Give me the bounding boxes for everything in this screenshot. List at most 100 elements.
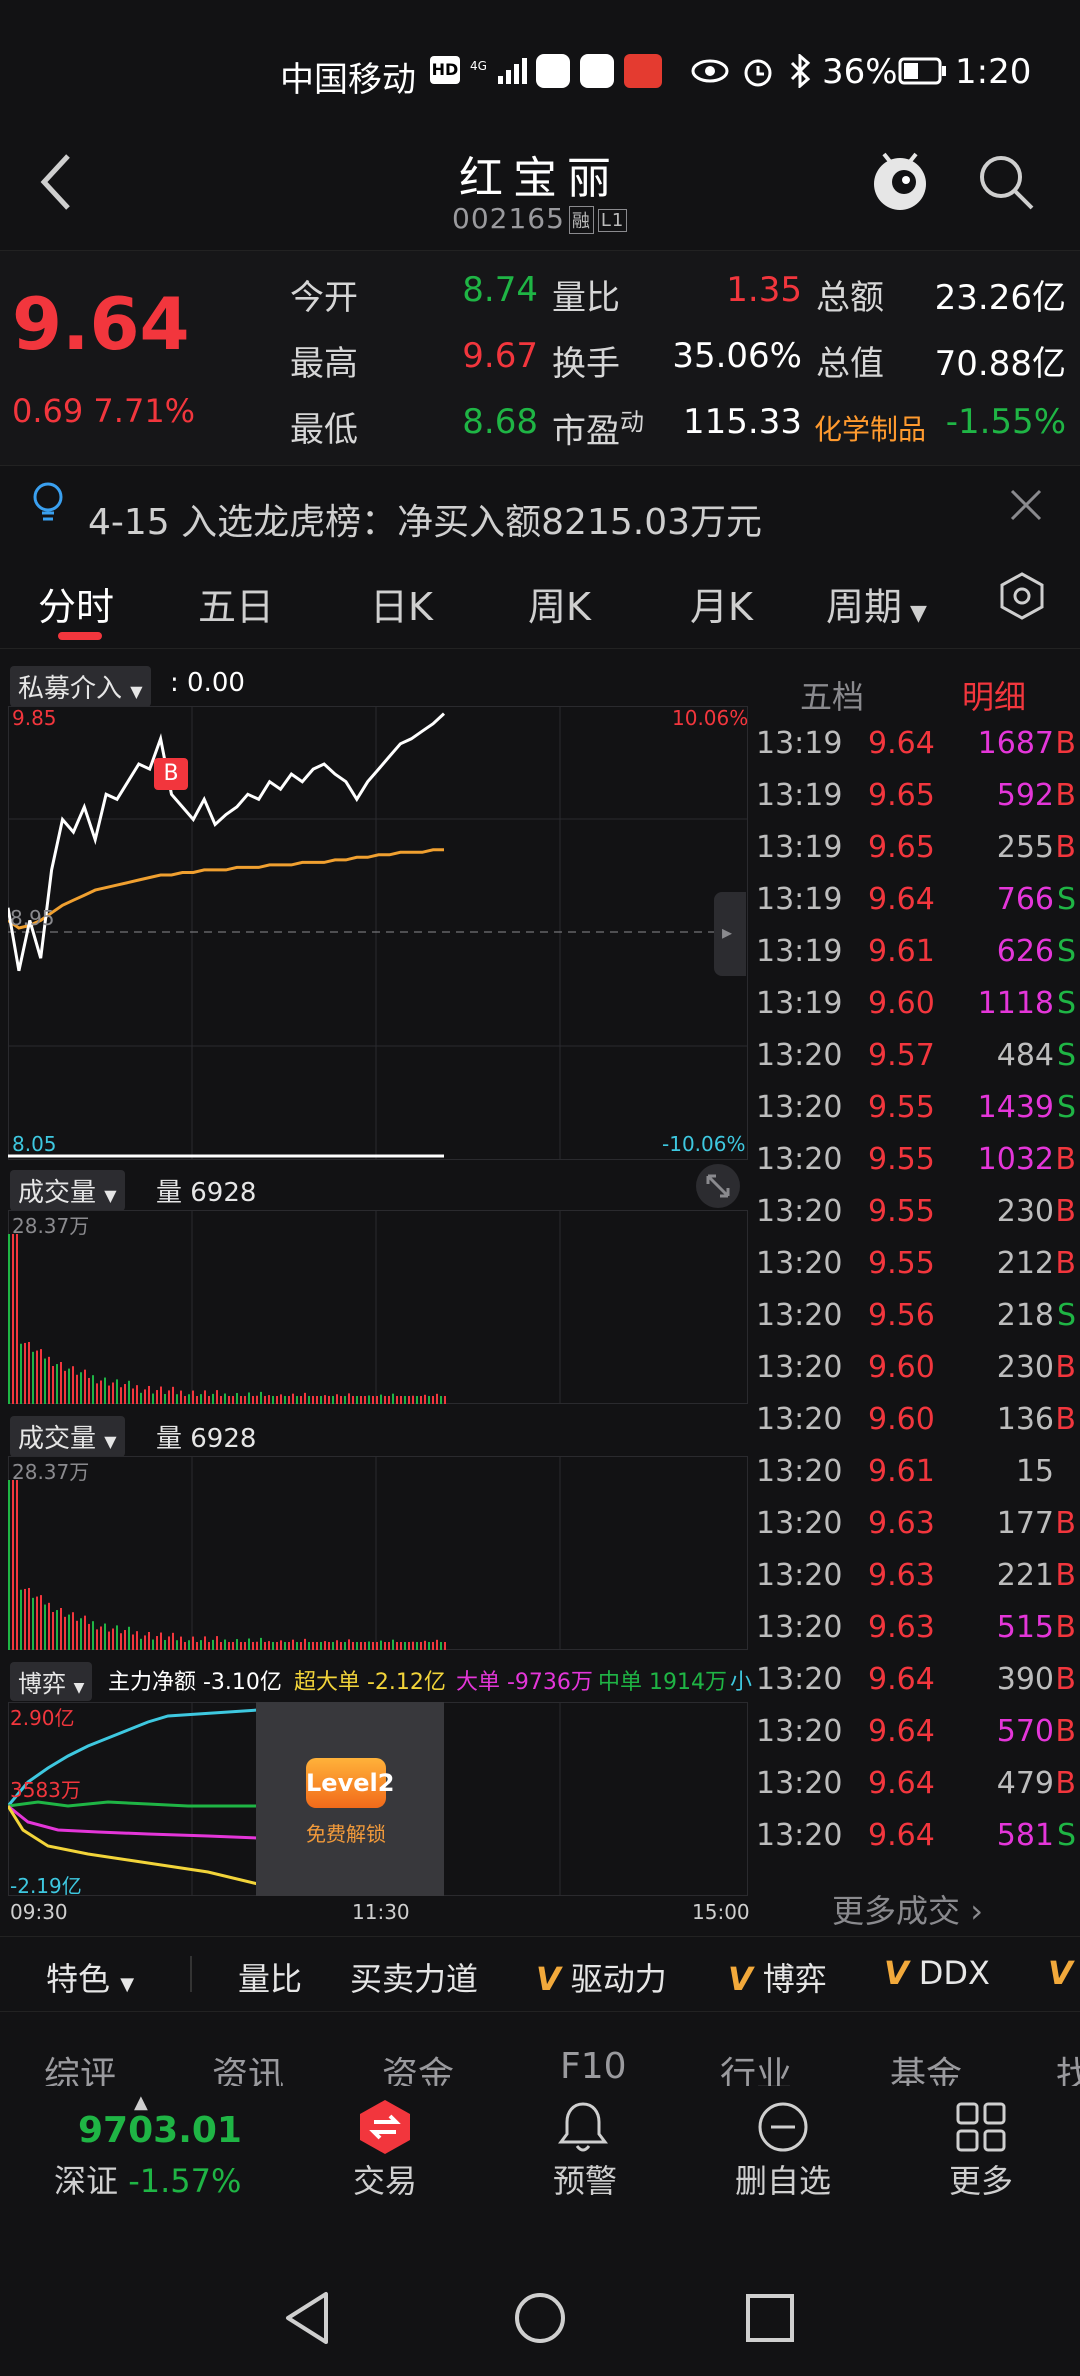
volume-bar [100, 1380, 102, 1404]
game-select[interactable]: 博弈 ▼ [10, 1662, 93, 1701]
volume-bar [204, 1636, 206, 1650]
trade-volume: 515 [996, 1610, 1054, 1645]
indicator-ddx[interactable]: V DDX [884, 1954, 990, 1992]
indicator-vol-ratio[interactable]: 量比 [238, 1960, 303, 1998]
nav-alert[interactable]: 预警 [552, 2162, 617, 2200]
battery-icon [898, 57, 946, 85]
volume-bar [284, 1642, 286, 1650]
sector-link[interactable]: 化学制品 [814, 413, 927, 446]
trade-volume-cell: 230B [876, 1350, 1076, 1385]
trade-price: 9.64 [868, 1766, 935, 1801]
volume-bar [124, 1630, 126, 1650]
tab-weekly-k[interactable]: 周K [528, 585, 591, 629]
remove-circle-icon[interactable] [756, 2100, 810, 2154]
indicator-drive[interactable]: V 驱动力 [536, 1954, 667, 2000]
tab-detail[interactable]: 明细 [962, 678, 1027, 716]
tab-period[interactable]: 周期 ▼ [826, 576, 927, 631]
volume-bar [232, 1642, 234, 1650]
bell-icon[interactable] [558, 2100, 608, 2154]
volume-dropdown-1[interactable]: 成交量 ▼ [10, 1170, 125, 1211]
back-triangle-icon[interactable] [282, 2290, 332, 2346]
nav-more[interactable]: 更多 [948, 2162, 1013, 2200]
volume-select-1[interactable]: 成交量 ▼ [10, 1170, 125, 1211]
special-dropdown[interactable]: 特色 ▼ [46, 1954, 134, 2000]
grid-more-icon[interactable] [954, 2100, 1008, 2154]
tab-five-day[interactable]: 五日 [198, 585, 275, 629]
trade-volume-cell: 390B [876, 1662, 1076, 1697]
open-label: 今开 [290, 278, 358, 318]
close-icon[interactable] [1008, 487, 1044, 523]
volume-bar [352, 1396, 354, 1404]
volume-bar [48, 1602, 50, 1650]
home-circle-icon[interactable] [512, 2290, 568, 2346]
volume-bar [140, 1392, 142, 1404]
price-chart[interactable] [8, 706, 748, 1160]
volume-bar [364, 1642, 366, 1650]
volume-bar [248, 1638, 250, 1650]
nav-trade[interactable]: 交易 [352, 2162, 417, 2200]
volume-bar [68, 1614, 70, 1650]
indicator-more[interactable]: V [1048, 1954, 1080, 1992]
unlock-text[interactable]: 免费解锁 [306, 1822, 386, 1846]
volume-bar [436, 1639, 438, 1650]
trade-side: B [1055, 1142, 1076, 1177]
volume-chart-2[interactable] [8, 1456, 748, 1650]
amount-value: 23.26亿 [934, 278, 1066, 318]
volume-bar [220, 1642, 222, 1650]
trade-icon[interactable] [358, 2098, 412, 2156]
nav-remove-watchlist[interactable]: 删自选 [734, 2162, 831, 2200]
notice-bar[interactable]: 4-15 入选龙虎榜：净买入额8215.03万元 [0, 465, 1080, 545]
recents-square-icon[interactable] [744, 2292, 796, 2344]
robot-assistant-icon[interactable] [866, 146, 934, 216]
expand-side-handle[interactable]: ▸ [714, 892, 746, 976]
large-order-line [8, 1804, 259, 1840]
volume-bar [228, 1642, 230, 1650]
volume-bar [436, 1393, 438, 1404]
more-trades-link[interactable]: 更多成交 › [832, 1886, 983, 1932]
level2-button[interactable]: Level2 [306, 1758, 394, 1808]
search-icon[interactable] [976, 152, 1036, 212]
game-dropdown[interactable]: 博弈 ▼ [10, 1662, 93, 1701]
x-mid-label: 11:30 [352, 1900, 410, 1924]
price-line [8, 712, 446, 972]
expand-icon[interactable] [694, 1162, 742, 1210]
buy-marker[interactable]: B [154, 758, 188, 790]
volume-dropdown-2[interactable]: 成交量 ▼ [10, 1416, 125, 1457]
volume-bar [408, 1396, 410, 1404]
volume-bar [168, 1636, 170, 1650]
trade-side: B [1055, 1350, 1076, 1385]
indicator-ddx-label: DDX [918, 1954, 990, 1992]
indicator-dropdown[interactable]: 私募介入 ▼ [10, 666, 151, 707]
volume-bar [196, 1642, 198, 1650]
tab-daily-k[interactable]: 日K [370, 585, 433, 629]
volume-chart-1[interactable] [8, 1210, 748, 1404]
trade-volume-cell: 221B [876, 1558, 1076, 1593]
trade-time: 13:19 [756, 986, 843, 1021]
volume-select-2[interactable]: 成交量 ▼ [10, 1416, 125, 1457]
volume-bar [36, 1350, 38, 1404]
trade-volume-cell: 218S [876, 1298, 1076, 1333]
volume-bar [188, 1394, 190, 1404]
indicator-force[interactable]: 买卖力道 [350, 1960, 479, 1998]
volume-text-2: 量 6928 [156, 1424, 257, 1454]
tab-f10[interactable]: F10 [560, 2046, 627, 2087]
indicator-select[interactable]: 私募介入 ▼ [10, 666, 151, 707]
tab-monthly-k[interactable]: 月K [690, 585, 753, 629]
back-icon[interactable] [36, 150, 76, 214]
svg-text:4G: 4G [470, 59, 487, 73]
volume-bar [172, 1386, 174, 1404]
volume-bar [152, 1393, 154, 1404]
volume-bar [272, 1642, 274, 1650]
volume-bar [312, 1641, 314, 1650]
index-value[interactable]: 9703.01 [78, 2110, 242, 2151]
volume-bar [32, 1351, 34, 1404]
volume-bar [360, 1396, 362, 1404]
settings-hexagon-icon[interactable] [996, 570, 1048, 622]
trade-side: S [1056, 1038, 1076, 1073]
tab-five-levels[interactable]: 五档 [800, 678, 865, 716]
trade-volume: 255 [996, 830, 1054, 865]
index-name[interactable]: 深证 -1.57% [54, 2156, 241, 2202]
indicator-game[interactable]: V 博弈 [728, 1954, 827, 2000]
chevron-down-icon: ▼ [120, 1974, 135, 1995]
tab-intraday[interactable]: 分时 [38, 585, 115, 629]
